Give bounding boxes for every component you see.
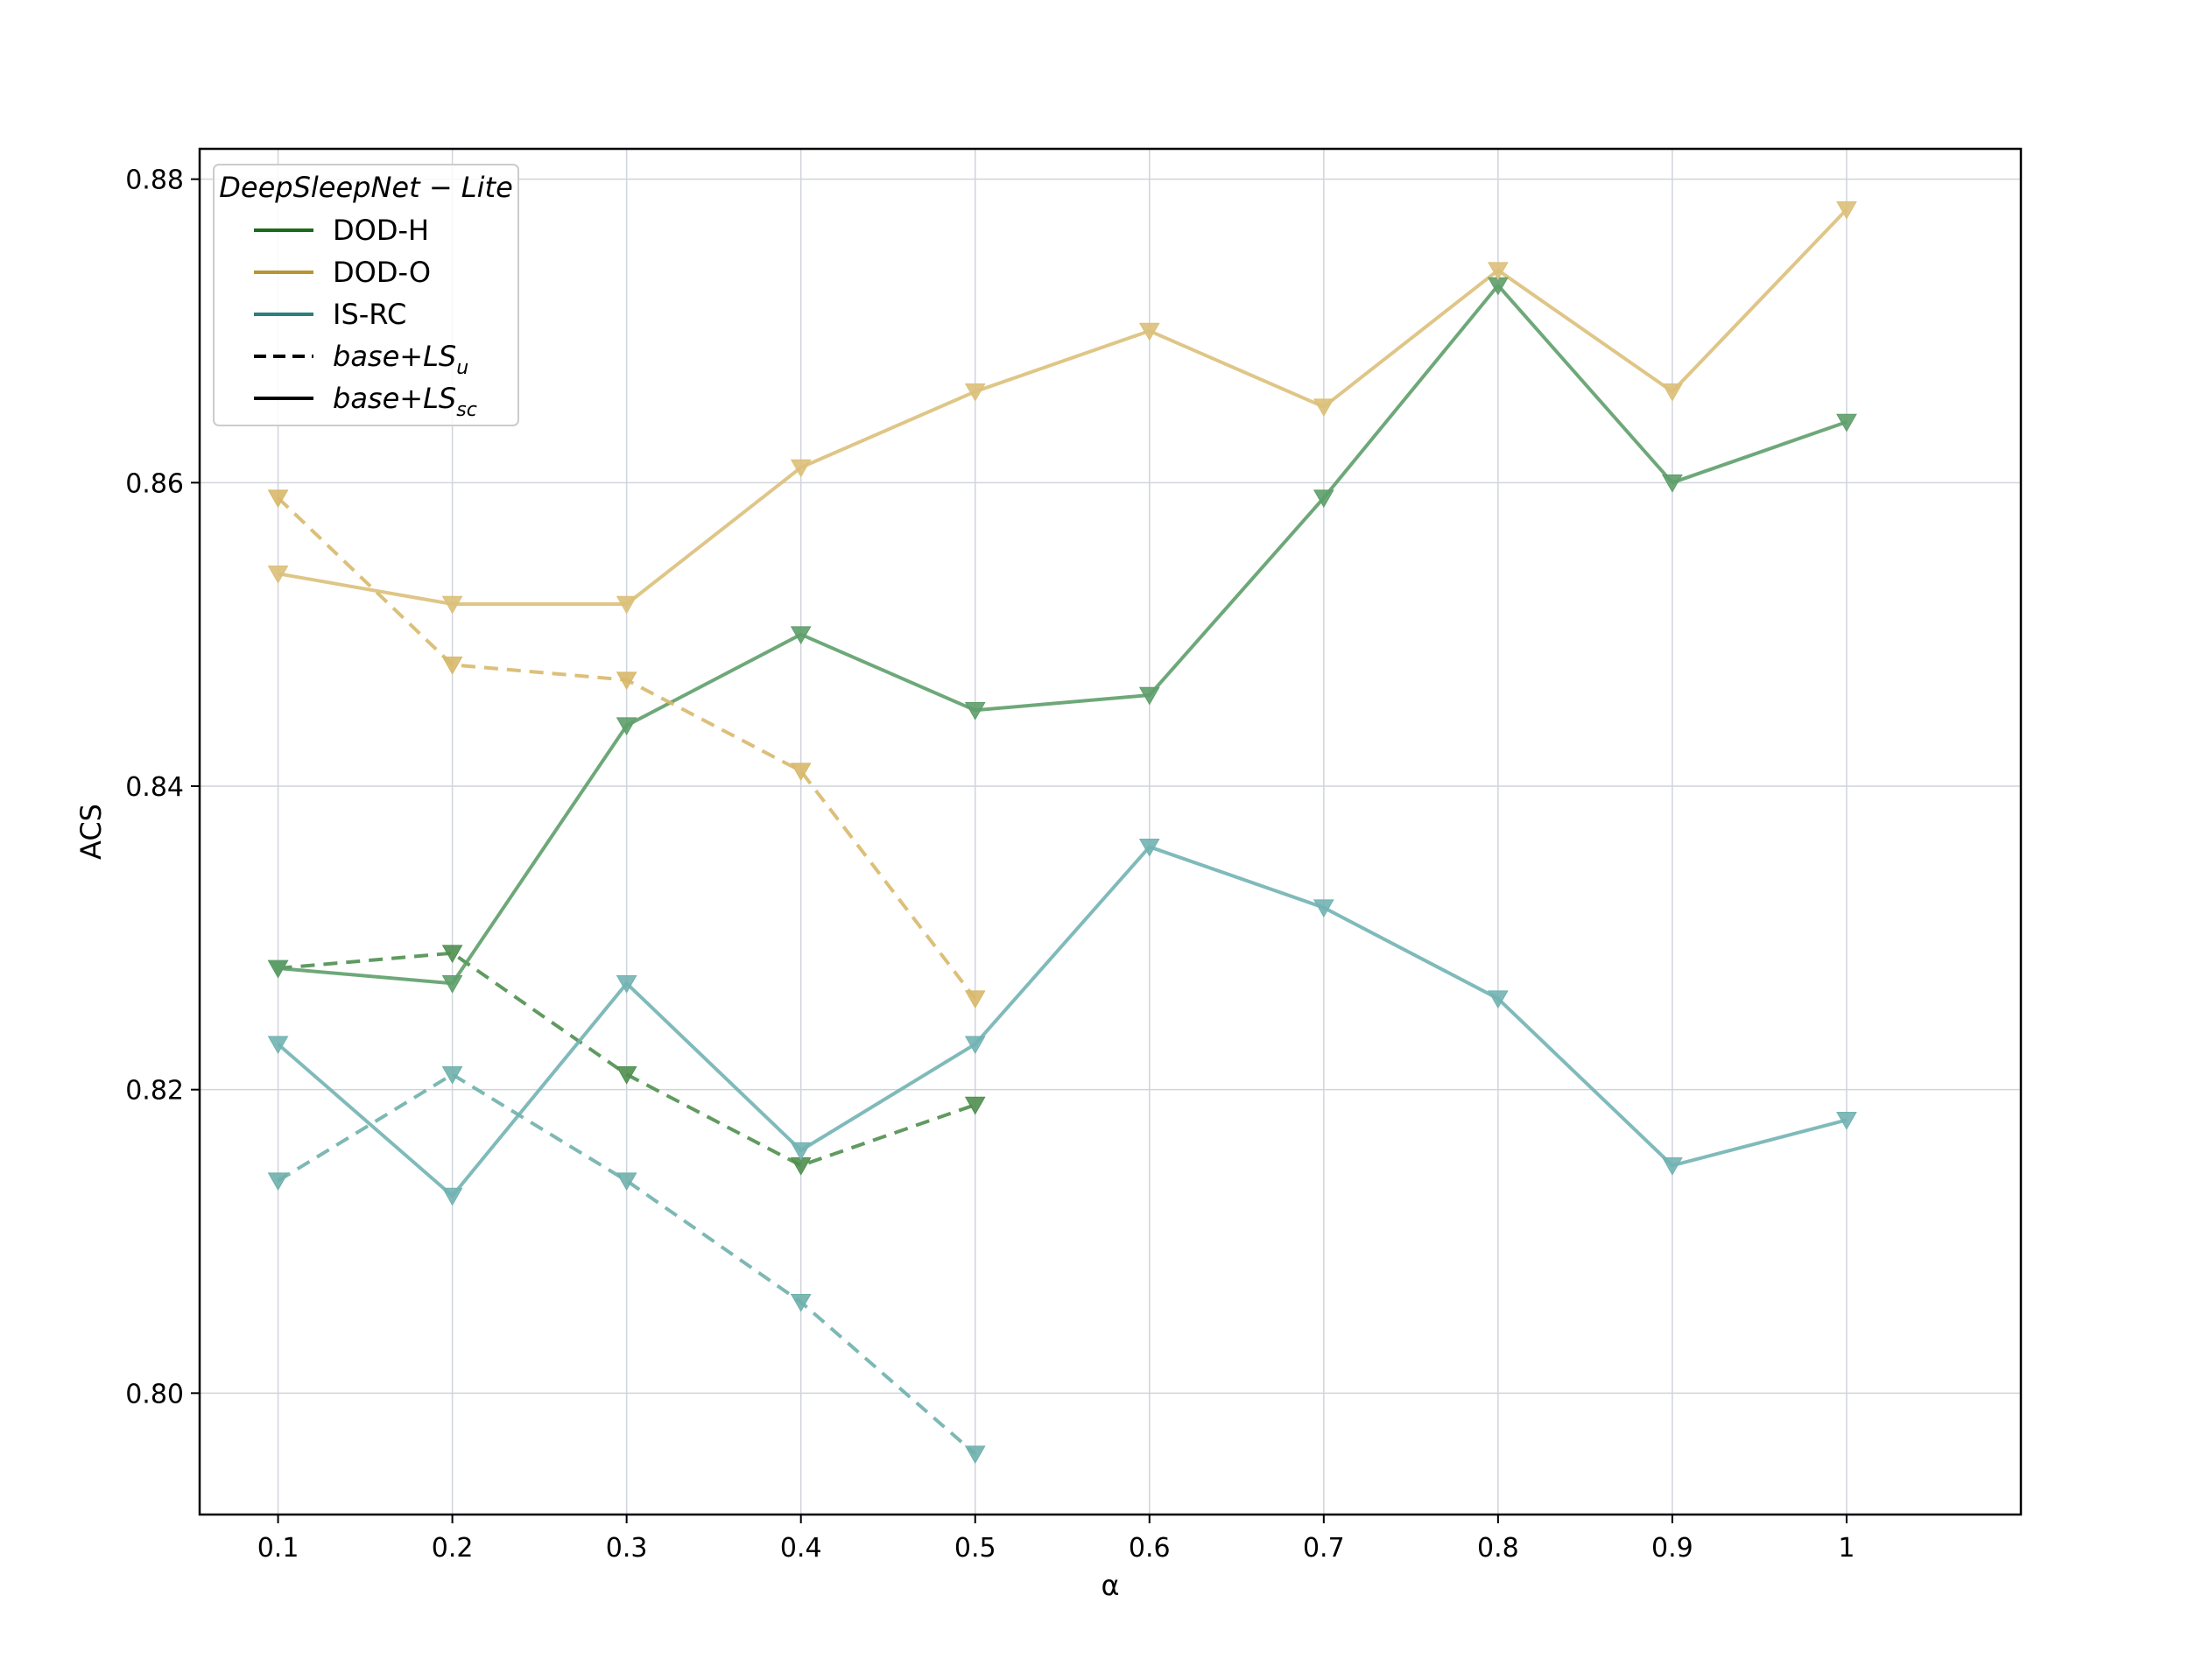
data-point-dod-o-u [964, 990, 986, 1009]
data-point-dod-h-sc [1313, 489, 1334, 509]
plot-frame [198, 147, 2023, 1516]
data-point-dod-h-sc [616, 717, 637, 736]
series-markers [267, 201, 1857, 1465]
data-point-dod-o-sc [1488, 262, 1509, 281]
data-point-dod-o-sc [616, 595, 637, 615]
data-point-dod-h-u [964, 1096, 986, 1115]
data-point-is-rc-u [616, 1172, 637, 1191]
series-line-dod-h-sc [278, 284, 1848, 986]
data-point-is-rc-sc [616, 975, 637, 994]
data-point-is-rc-u [441, 1066, 463, 1085]
data-point-dod-h-sc [441, 975, 463, 994]
data-point-dod-h-sc [1662, 474, 1683, 493]
data-point-is-rc-u [267, 1172, 289, 1191]
series-line-is-rc-sc [277, 845, 1848, 1198]
data-point-dod-o-u [267, 489, 289, 509]
x-tick-label: 0.1 [257, 1533, 299, 1564]
y-tick-label: 0.80 [125, 1379, 184, 1409]
data-point-dod-h-u [441, 945, 463, 964]
data-point-dod-o-sc [441, 595, 463, 615]
legend-entry-label: DOD-H [333, 214, 429, 247]
data-point-dod-h-sc [1836, 413, 1857, 432]
data-point-dod-o-u [441, 657, 463, 675]
data-point-dod-h-sc [267, 959, 289, 979]
data-point-dod-h-sc [790, 626, 812, 645]
data-point-dod-o-sc [1836, 201, 1857, 220]
data-point-is-rc-sc [1662, 1157, 1683, 1176]
x-tick-label: 0.9 [1651, 1533, 1693, 1564]
x-axis-label: α [1101, 1569, 1119, 1602]
y-tick-label: 0.88 [125, 165, 184, 196]
series-line-dod-o-sc [278, 207, 1848, 606]
legend: DeepSleepNet − Lite DOD-H DOD-O IS-RC base+… [213, 164, 519, 426]
legend-entry-label: IS-RC [333, 298, 406, 331]
x-tick-label: 0.3 [606, 1533, 648, 1564]
data-point-dod-o-sc [790, 459, 812, 478]
data-point-is-rc-sc [1313, 899, 1334, 918]
x-tick-label: 0.7 [1303, 1533, 1345, 1564]
legend-entry-label: base+LSu [333, 340, 468, 379]
data-point-dod-h-u [616, 1066, 637, 1085]
legend-title: DeepSleepNet − Lite [219, 171, 513, 204]
data-point-is-rc-sc [441, 1187, 463, 1206]
y-tick-label: 0.86 [125, 468, 184, 499]
legend-entry-label: DOD-O [333, 256, 431, 289]
data-point-is-rc-sc [1138, 839, 1160, 857]
data-point-dod-o-sc [964, 383, 986, 402]
data-point-dod-o-u [616, 671, 637, 691]
data-point-is-rc-sc [1488, 990, 1509, 1009]
x-tick-label: 0.5 [954, 1533, 996, 1564]
legend-entry-label: base+LSsc [333, 382, 477, 421]
x-tick-label: 0.8 [1477, 1533, 1519, 1564]
data-point-dod-o-u [790, 763, 812, 782]
data-point-is-rc-sc [964, 1036, 986, 1055]
data-point-dod-o-sc [1313, 398, 1334, 418]
data-point-is-rc-sc [267, 1036, 289, 1055]
data-point-is-rc-sc [1836, 1112, 1857, 1130]
grid [200, 149, 2021, 1515]
x-tick-label: 0.6 [1129, 1533, 1171, 1564]
data-point-dod-h-sc [964, 702, 986, 721]
axis-ticks: 0.1 0.2 0.3 0.4 0.5 0.6 0.7 0.8 0.9 1 0.80 0.82 0.84… [125, 165, 1855, 1564]
x-tick-label: 1 [1838, 1533, 1855, 1564]
data-point-dod-h-sc [1138, 686, 1160, 706]
data-point-dod-o-sc [1662, 383, 1683, 402]
y-tick-label: 0.84 [125, 772, 184, 803]
data-point-dod-o-sc [1138, 322, 1160, 341]
data-point-is-rc-u [790, 1294, 812, 1312]
data-point-is-rc-sc [790, 1142, 812, 1161]
data-point-dod-o-sc [267, 566, 289, 584]
y-tick-label: 0.82 [125, 1076, 184, 1107]
x-tick-label: 0.2 [432, 1533, 474, 1564]
data-point-is-rc-u [964, 1445, 986, 1465]
y-axis-label: ACS [74, 804, 108, 860]
x-tick-label: 0.4 [780, 1533, 822, 1564]
